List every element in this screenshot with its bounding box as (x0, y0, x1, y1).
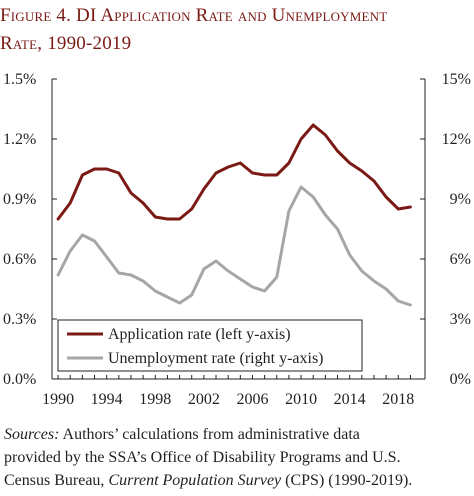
sources-line-1-text: Authors’ calculations from administrativ… (59, 426, 360, 443)
x-axis-tick-label: 2006 (236, 391, 268, 408)
legend-label-unemployment: Unemployment rate (right y-axis) (108, 350, 324, 367)
left-axis-ticks: 0.0% 0.3% 0.6% 0.9% 1.2% 1.5% (3, 71, 57, 388)
figure-title-line-1: Figure 4. DI Application Rate and Unempl… (0, 5, 388, 26)
left-axis-tick-label: 1.5% (3, 71, 36, 88)
left-axis-tick-label: 0.9% (3, 191, 36, 208)
right-axis-tick-label: 6% (450, 251, 471, 268)
legend-box (57, 319, 363, 372)
right-axis-ticks: 0% 3% 6% 9% 12% 15% (420, 71, 471, 388)
right-axis-tick-label: 15% (442, 71, 471, 88)
sources-label: Sources: (4, 426, 60, 443)
left-axis-tick-label: 0.6% (3, 251, 36, 268)
chart-axes (51, 79, 426, 380)
chart-series (56, 123, 412, 307)
sources-line-1: Sources: Authors’ calculations from admi… (4, 423, 470, 446)
x-axis-tick-label: 2002 (188, 391, 220, 408)
sources-line-3-pre: Census Bureau, (4, 472, 109, 489)
unemployment-rate-line (56, 185, 412, 307)
application-rate-line (56, 123, 412, 221)
x-axis-tick-label: 1994 (91, 391, 123, 408)
left-axis-tick-label: 0.3% (3, 311, 36, 328)
x-axis-tick-label: 2010 (285, 391, 317, 408)
x-axis-tick-label: 1998 (139, 391, 171, 408)
sources-line-3-post: (CPS) (1990-2019). (281, 472, 413, 489)
legend-label-application: Application rate (left y-axis) (108, 326, 291, 343)
sources-survey-name: Current Population Survey (108, 472, 282, 489)
right-axis-tick-label: 12% (442, 131, 471, 148)
left-axis-tick-label: 1.2% (3, 131, 36, 148)
figure-title-line-2: Rate, 1990-2019 (0, 33, 132, 54)
right-axis-tick-label: 0% (450, 371, 471, 388)
left-axis-tick-label: 0.0% (3, 371, 36, 388)
right-axis-tick-label: 9% (450, 191, 471, 208)
sources-line-3: Census Bureau, Current Population Survey… (4, 469, 470, 492)
right-axis-tick-label: 3% (450, 311, 471, 328)
x-axis-tick-label: 1990 (42, 391, 74, 408)
x-axis-tick-label: 2018 (382, 391, 414, 408)
chart-legend: Application rate (left y-axis) Unemployme… (57, 319, 363, 372)
x-axis-ticks: 1990 1994 1998 2002 2006 2010 2014 2018 (42, 375, 414, 408)
sources-note: Sources: Authors’ calculations from admi… (4, 423, 470, 492)
sources-line-2: provided by the SSA’s Office of Disabili… (4, 449, 401, 466)
x-axis-tick-label: 2014 (334, 391, 366, 408)
